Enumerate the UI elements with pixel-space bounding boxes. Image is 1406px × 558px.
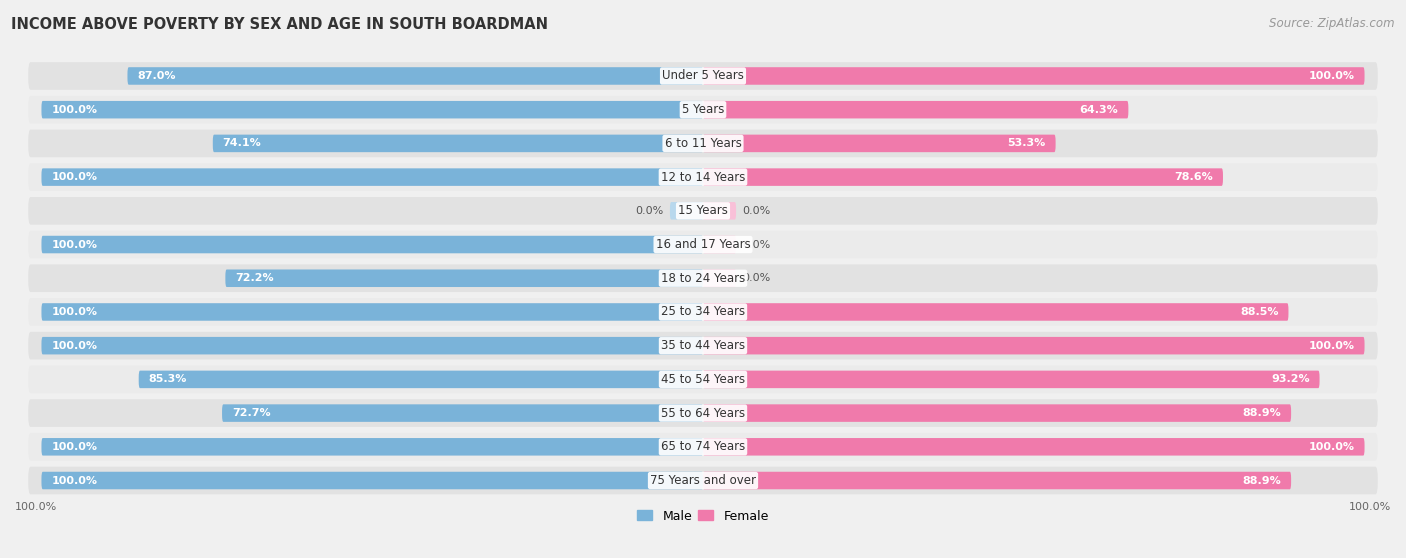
Text: 100.0%: 100.0% bbox=[52, 341, 97, 350]
FancyBboxPatch shape bbox=[703, 236, 737, 253]
FancyBboxPatch shape bbox=[703, 405, 1291, 422]
FancyBboxPatch shape bbox=[41, 472, 703, 489]
FancyBboxPatch shape bbox=[225, 270, 703, 287]
Text: 93.2%: 93.2% bbox=[1271, 374, 1309, 384]
Text: 55 to 64 Years: 55 to 64 Years bbox=[661, 407, 745, 420]
FancyBboxPatch shape bbox=[703, 202, 737, 220]
Text: 88.9%: 88.9% bbox=[1243, 408, 1281, 418]
Text: 100.0%: 100.0% bbox=[1309, 442, 1354, 452]
Text: 65 to 74 Years: 65 to 74 Years bbox=[661, 440, 745, 453]
FancyBboxPatch shape bbox=[139, 371, 703, 388]
FancyBboxPatch shape bbox=[28, 365, 1378, 393]
FancyBboxPatch shape bbox=[41, 438, 703, 455]
Text: 100.0%: 100.0% bbox=[1309, 341, 1354, 350]
FancyBboxPatch shape bbox=[41, 337, 703, 354]
FancyBboxPatch shape bbox=[128, 67, 703, 85]
FancyBboxPatch shape bbox=[703, 303, 1288, 321]
FancyBboxPatch shape bbox=[703, 270, 737, 287]
Text: 100.0%: 100.0% bbox=[52, 105, 97, 115]
FancyBboxPatch shape bbox=[222, 405, 703, 422]
FancyBboxPatch shape bbox=[212, 134, 703, 152]
Text: 16 and 17 Years: 16 and 17 Years bbox=[655, 238, 751, 251]
Text: 100.0%: 100.0% bbox=[15, 502, 58, 512]
FancyBboxPatch shape bbox=[28, 332, 1378, 359]
Text: 100.0%: 100.0% bbox=[1309, 71, 1354, 81]
Text: 12 to 14 Years: 12 to 14 Years bbox=[661, 171, 745, 184]
FancyBboxPatch shape bbox=[28, 62, 1378, 90]
Text: 0.0%: 0.0% bbox=[742, 273, 770, 283]
Text: 15 Years: 15 Years bbox=[678, 204, 728, 217]
FancyBboxPatch shape bbox=[41, 236, 703, 253]
Text: 64.3%: 64.3% bbox=[1080, 105, 1118, 115]
Text: 100.0%: 100.0% bbox=[52, 172, 97, 182]
Text: 88.5%: 88.5% bbox=[1240, 307, 1278, 317]
Text: 53.3%: 53.3% bbox=[1008, 138, 1046, 148]
FancyBboxPatch shape bbox=[703, 101, 1129, 118]
Text: 6 to 11 Years: 6 to 11 Years bbox=[665, 137, 741, 150]
Text: 72.7%: 72.7% bbox=[232, 408, 270, 418]
Legend: Male, Female: Male, Female bbox=[633, 504, 773, 527]
Text: 75 Years and over: 75 Years and over bbox=[650, 474, 756, 487]
FancyBboxPatch shape bbox=[703, 472, 1291, 489]
FancyBboxPatch shape bbox=[28, 197, 1378, 225]
FancyBboxPatch shape bbox=[669, 202, 703, 220]
FancyBboxPatch shape bbox=[703, 67, 1365, 85]
Text: 100.0%: 100.0% bbox=[1348, 502, 1391, 512]
FancyBboxPatch shape bbox=[28, 163, 1378, 191]
Text: 0.0%: 0.0% bbox=[742, 206, 770, 216]
Text: Source: ZipAtlas.com: Source: ZipAtlas.com bbox=[1270, 17, 1395, 30]
Text: 35 to 44 Years: 35 to 44 Years bbox=[661, 339, 745, 352]
Text: 45 to 54 Years: 45 to 54 Years bbox=[661, 373, 745, 386]
Text: 88.9%: 88.9% bbox=[1243, 475, 1281, 485]
Text: 0.0%: 0.0% bbox=[636, 206, 664, 216]
FancyBboxPatch shape bbox=[703, 169, 1223, 186]
Text: 25 to 34 Years: 25 to 34 Years bbox=[661, 305, 745, 319]
Text: 100.0%: 100.0% bbox=[52, 307, 97, 317]
Text: 72.2%: 72.2% bbox=[235, 273, 274, 283]
Text: 87.0%: 87.0% bbox=[138, 71, 176, 81]
FancyBboxPatch shape bbox=[28, 96, 1378, 123]
FancyBboxPatch shape bbox=[28, 264, 1378, 292]
Text: INCOME ABOVE POVERTY BY SEX AND AGE IN SOUTH BOARDMAN: INCOME ABOVE POVERTY BY SEX AND AGE IN S… bbox=[11, 17, 548, 32]
Text: 100.0%: 100.0% bbox=[52, 475, 97, 485]
FancyBboxPatch shape bbox=[41, 303, 703, 321]
FancyBboxPatch shape bbox=[703, 134, 1056, 152]
FancyBboxPatch shape bbox=[703, 371, 1320, 388]
Text: 100.0%: 100.0% bbox=[52, 239, 97, 249]
FancyBboxPatch shape bbox=[28, 433, 1378, 461]
FancyBboxPatch shape bbox=[41, 169, 703, 186]
FancyBboxPatch shape bbox=[703, 438, 1365, 455]
Text: Under 5 Years: Under 5 Years bbox=[662, 70, 744, 83]
Text: 85.3%: 85.3% bbox=[149, 374, 187, 384]
FancyBboxPatch shape bbox=[28, 400, 1378, 427]
Text: 74.1%: 74.1% bbox=[222, 138, 262, 148]
FancyBboxPatch shape bbox=[28, 230, 1378, 258]
FancyBboxPatch shape bbox=[28, 466, 1378, 494]
Text: 5 Years: 5 Years bbox=[682, 103, 724, 116]
Text: 100.0%: 100.0% bbox=[52, 442, 97, 452]
FancyBboxPatch shape bbox=[41, 101, 703, 118]
Text: 0.0%: 0.0% bbox=[742, 239, 770, 249]
FancyBboxPatch shape bbox=[28, 298, 1378, 326]
Text: 78.6%: 78.6% bbox=[1174, 172, 1213, 182]
Text: 18 to 24 Years: 18 to 24 Years bbox=[661, 272, 745, 285]
FancyBboxPatch shape bbox=[703, 337, 1365, 354]
FancyBboxPatch shape bbox=[28, 129, 1378, 157]
